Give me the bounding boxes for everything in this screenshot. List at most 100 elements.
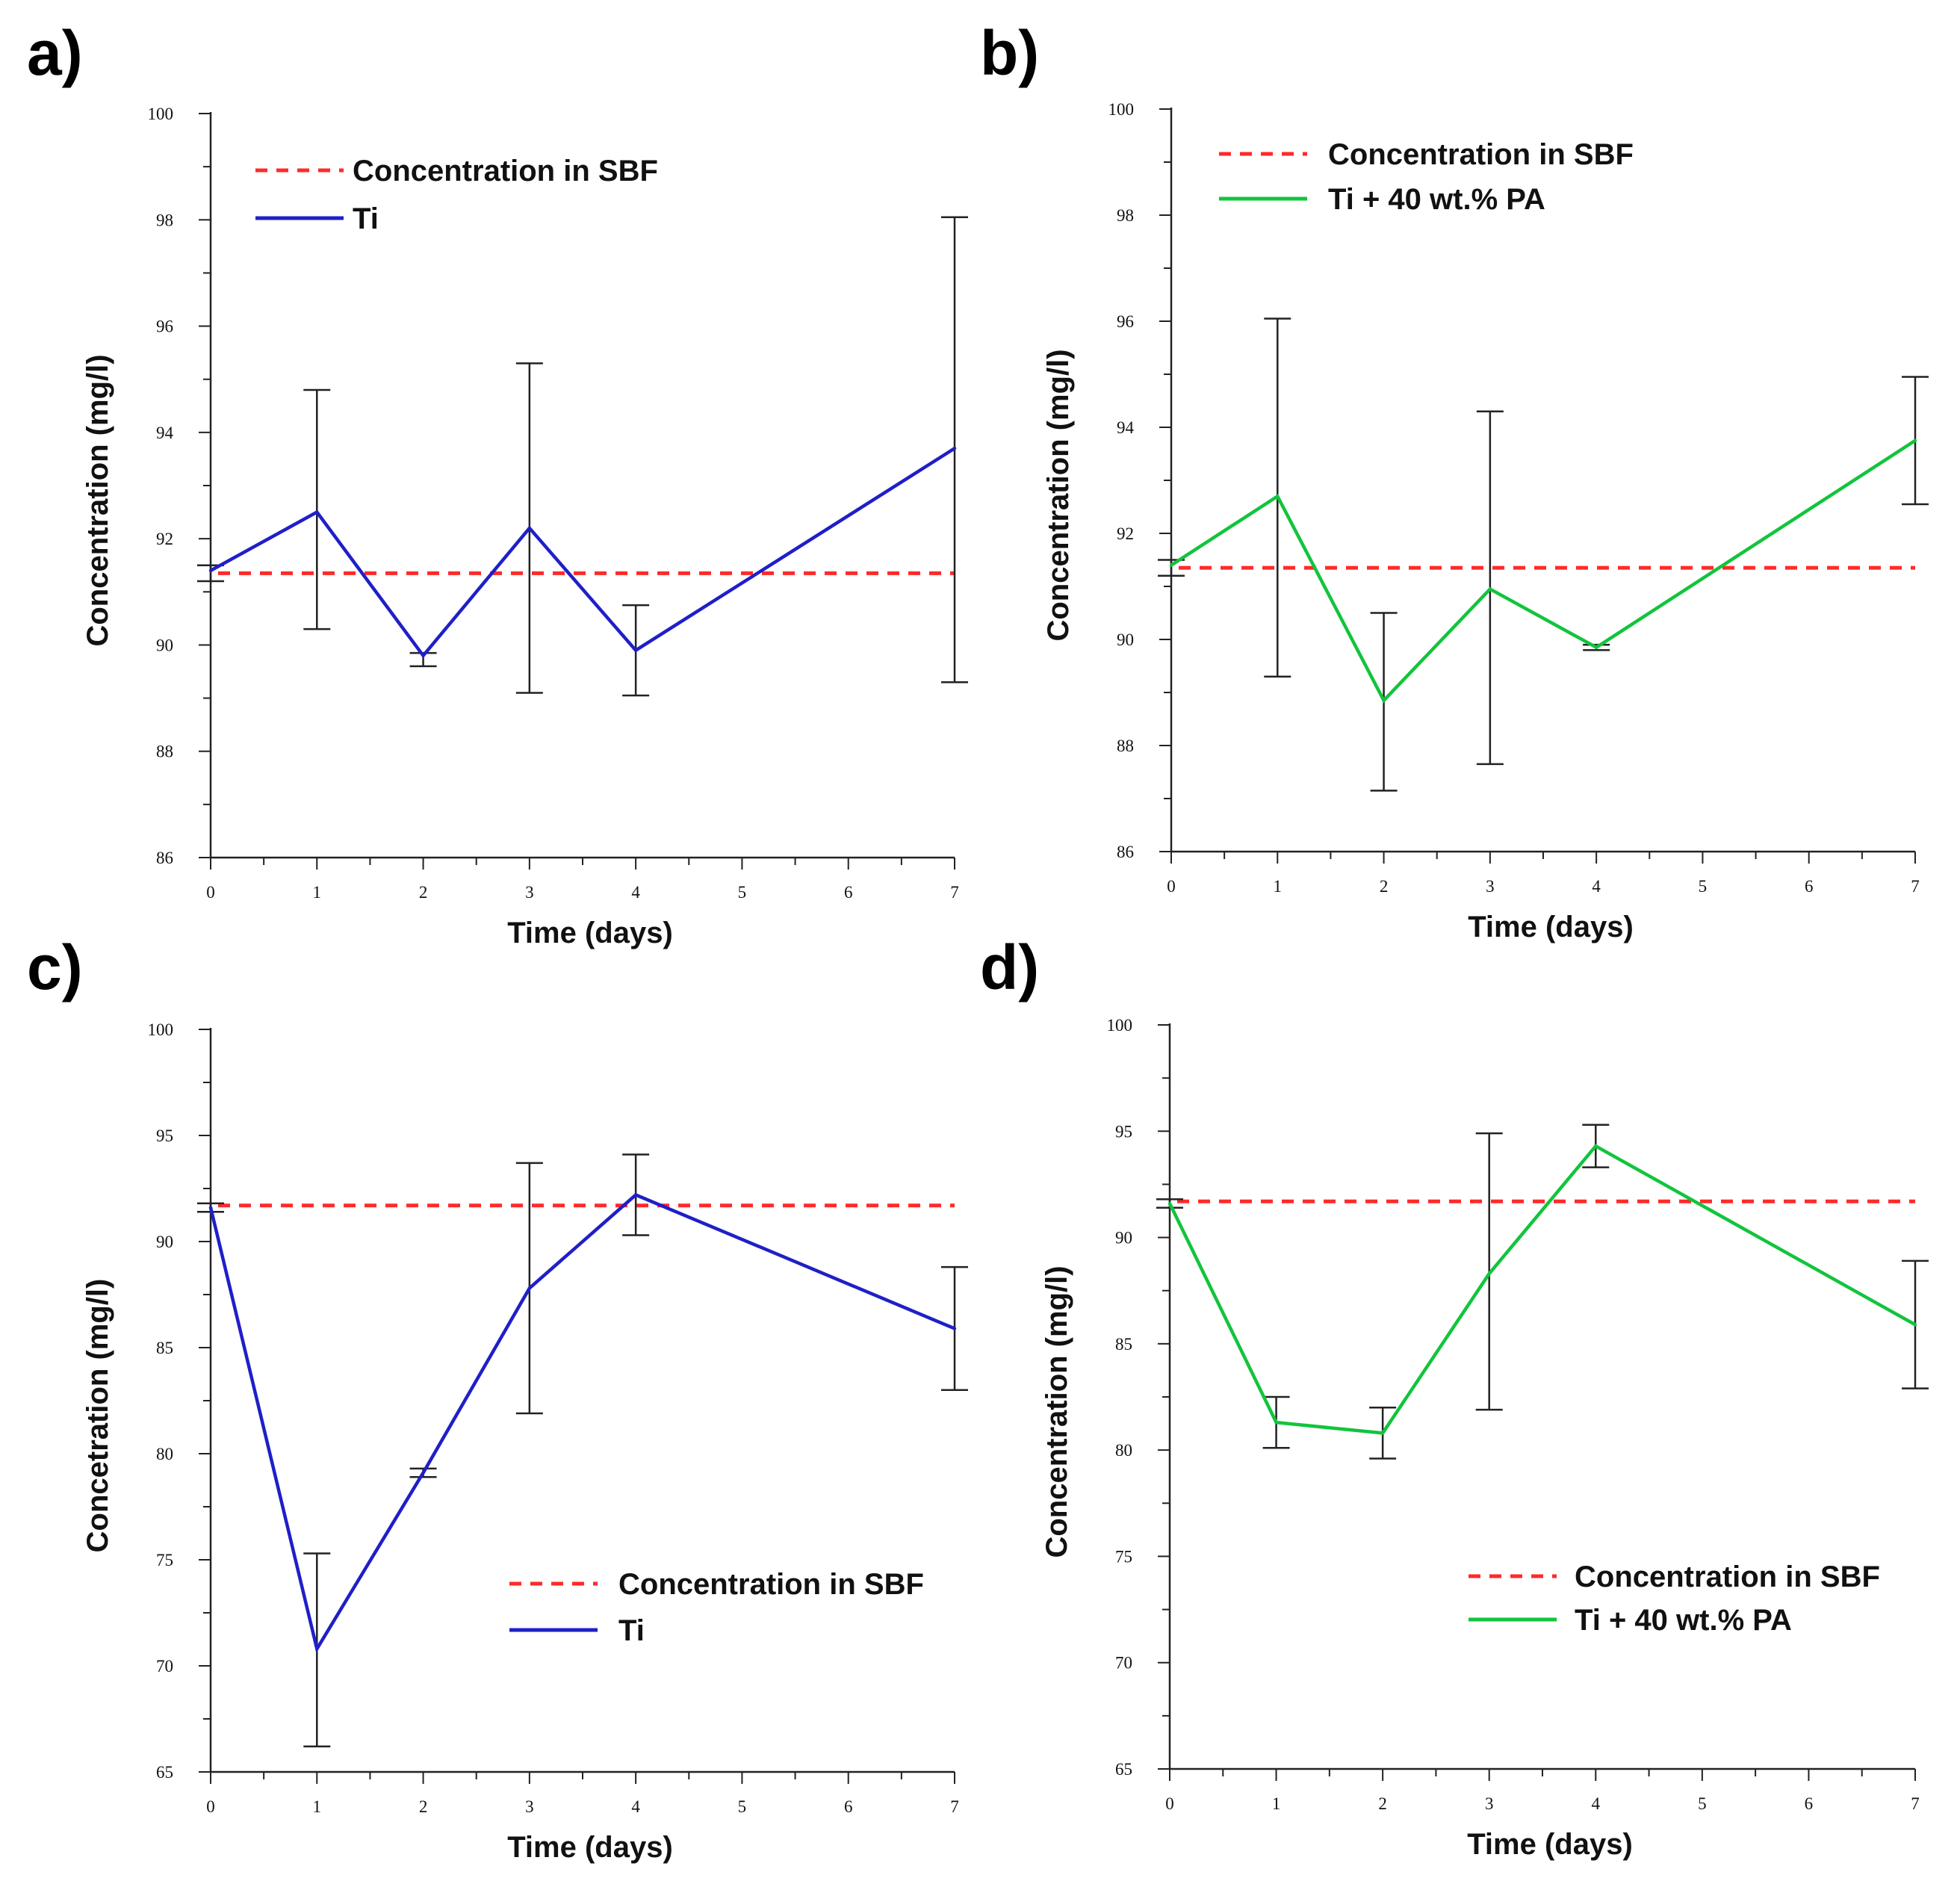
chart-panel-3: d) 65 70 75 80 85 90 95 100 0 1 2 3 4 5 6 7 Time (days) Co… [980,932,1929,1861]
data-point [1382,698,1386,702]
series-line [1167,1144,1917,1435]
x-tick-label: 4 [1592,1794,1601,1813]
chart-panel-0: a) 86 88 90 92 94 96 98 100 0 1 2 3 4 5 6 7 Time (days) Co… [27,18,968,949]
series-line [1170,438,1917,704]
y-tick-label: 100 [148,105,174,123]
y-tick-label: 94 [1117,418,1135,437]
data-point [421,654,425,657]
y-tick-label: 94 [156,424,174,442]
x-tick-label: 0 [206,1797,215,1816]
data-point [315,1647,319,1651]
x-tick-label: 6 [844,1797,853,1816]
x-tick-label: 0 [1165,1794,1174,1813]
legend-label-series: Ti + 40 wt.% PA [1575,1604,1792,1637]
y-tick-label: 98 [156,211,173,229]
y-tick-label: 75 [1115,1547,1132,1566]
x-tick-label: 5 [738,1797,747,1816]
y-tick-label: 98 [1117,206,1134,225]
legend-label-sbf: Concentration in SBF [618,1568,924,1601]
x-tick-label: 2 [419,1797,428,1816]
y-tick-label: 86 [1117,843,1134,861]
legend-label-series: Ti [353,202,379,235]
data-point [527,1286,532,1290]
y-tick-label: 96 [156,317,173,336]
legend: Concentration in SBF Ti + 40 wt.% PA [1219,138,1634,216]
x-tick-label: 2 [1378,1794,1387,1813]
y-tick-label: 80 [1115,1441,1132,1460]
x-tick-label: 7 [1911,877,1920,896]
data-point [421,1471,425,1475]
series-line [209,447,956,659]
x-tick-label: 3 [1486,877,1495,896]
x-tick-label: 4 [631,1797,640,1816]
series-line [208,1192,955,1654]
y-tick-label: 92 [156,530,173,548]
y-axis-title: Concentration (mg/l) [81,354,114,646]
x-axis-title: Time (days) [507,1831,673,1864]
y-tick-label: 95 [1115,1122,1132,1141]
x-tick-label: 3 [525,883,534,902]
x-axis-title: Time (days) [1468,911,1634,943]
data-point [1380,1431,1385,1435]
y-axis-title: Concentration (mg/l) [1042,349,1075,641]
x-tick-label: 1 [313,883,322,902]
data-point [208,568,213,573]
chart-panel-1: b) 86 88 90 92 94 96 98 100 0 1 2 3 4 5 6 7 Time (days) Co… [980,18,1929,943]
data-point [1169,563,1173,567]
y-tick-label: 90 [1115,1229,1132,1248]
y-tick-label: 70 [1115,1654,1132,1673]
legend: Concentration in SBF Ti [255,155,658,235]
x-tick-label: 0 [206,883,215,902]
x-tick-label: 1 [1274,877,1283,896]
x-tick-label: 2 [419,883,428,902]
y-tick-label: 95 [156,1127,173,1145]
data-point [633,648,638,652]
panel-label: b) [980,18,1039,88]
x-tick-label: 5 [1699,877,1708,896]
y-tick-label: 90 [156,636,173,654]
data-point [633,1193,638,1197]
legend-label-sbf: Concentration in SBF [1328,138,1634,171]
y-tick-label: 65 [156,1763,173,1782]
x-tick-label: 4 [631,883,640,902]
y-tick-label: 90 [156,1233,173,1251]
legend-label-sbf: Concentration in SBF [1575,1561,1880,1593]
data-point [527,526,532,530]
legend: Concentration in SBF Ti [509,1568,924,1647]
data-point [208,1206,213,1209]
y-tick-label: 100 [1108,100,1135,119]
y-tick-label: 85 [1115,1335,1132,1354]
data-point [1594,645,1598,649]
x-tick-label: 2 [1380,877,1389,896]
y-tick-label: 85 [156,1339,173,1357]
panel-label: d) [980,932,1039,1002]
data-point [952,447,957,450]
y-tick-label: 88 [156,743,173,761]
chart-panel-2: c) 65 70 75 80 85 90 95 100 0 1 2 3 4 5 6 7 Time (days) Co… [27,932,968,1864]
legend-label-series: Ti [618,1614,645,1647]
y-tick-label: 100 [1107,1016,1133,1035]
y-tick-label: 96 [1117,312,1134,331]
y-tick-label: 100 [148,1020,174,1039]
y-tick-label: 88 [1117,737,1134,755]
x-tick-label: 3 [1485,1794,1494,1813]
x-tick-label: 5 [738,883,747,902]
y-axis-title: Concetration (mg/l) [81,1279,114,1553]
data-point [1594,1144,1598,1148]
data-point [315,510,319,514]
y-tick-label: 70 [156,1657,173,1676]
data-point [1274,1420,1278,1425]
panel-label: c) [27,932,83,1002]
x-tick-label: 1 [1272,1794,1281,1813]
data-point [952,1327,957,1330]
y-tick-label: 65 [1115,1760,1132,1779]
x-tick-label: 7 [950,883,959,902]
y-tick-label: 86 [156,849,173,867]
y-tick-label: 92 [1117,524,1134,543]
y-tick-label: 75 [156,1551,173,1569]
x-tick-label: 3 [525,1797,534,1816]
legend: Concentration in SBF Ti + 40 wt.% PA [1469,1561,1880,1637]
y-tick-label: 80 [156,1445,173,1463]
x-tick-label: 5 [1698,1794,1707,1813]
